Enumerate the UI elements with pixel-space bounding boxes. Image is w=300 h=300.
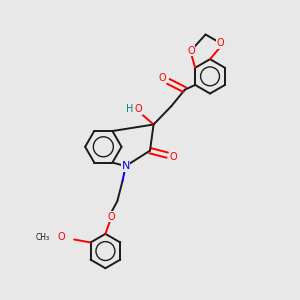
Text: O: O: [187, 46, 195, 56]
Text: O: O: [135, 104, 142, 114]
Text: CH₃: CH₃: [36, 232, 50, 242]
Text: O: O: [107, 212, 115, 222]
Text: H: H: [126, 104, 134, 114]
Text: O: O: [170, 152, 178, 162]
Text: O: O: [158, 74, 166, 83]
Text: O: O: [216, 38, 224, 48]
Text: N: N: [122, 161, 130, 171]
Text: O: O: [57, 232, 64, 242]
